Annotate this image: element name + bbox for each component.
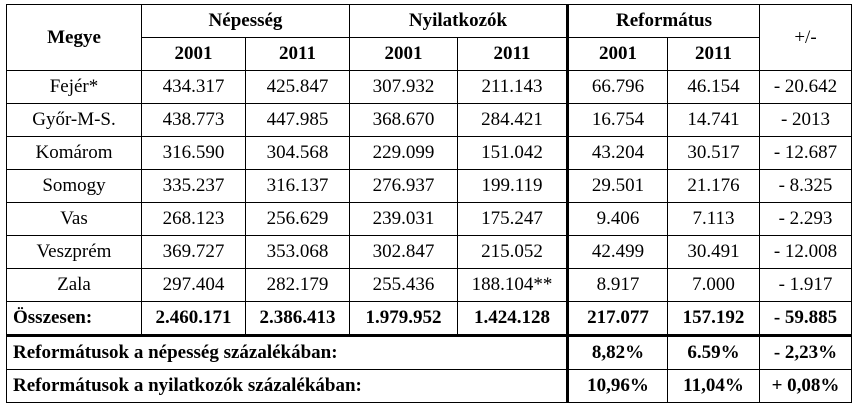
population-2011: 256.629	[245, 202, 350, 236]
population-2001: 297.404	[141, 268, 246, 302]
change-value: - 20.642	[759, 70, 852, 104]
summary-decl-ref-2001: 10,96%	[566, 369, 668, 403]
header-megye: Megye	[6, 4, 142, 71]
declarants-2011: 284.421	[457, 103, 568, 137]
reformed-2001: 66.796	[566, 70, 668, 104]
change-value: - 12.687	[759, 136, 852, 170]
county-name: Somogy	[6, 169, 142, 203]
table-container: Megye Népesség Nyilatkozók Református +/…	[6, 4, 852, 403]
reformed-2011: 7.113	[667, 202, 760, 236]
header-nepesseg: Népesség	[141, 4, 350, 38]
population-2001: 434.317	[141, 70, 246, 104]
table-row: Győr-M-S. 438.773 447.985 368.670 284.421 16.…	[6, 103, 852, 137]
header-ref-2001: 2001	[566, 37, 668, 71]
table-row: Vas 268.123 256.629 239.031 175.247 9.406 7.11…	[6, 202, 852, 236]
declarants-2011: 175.247	[457, 202, 568, 236]
summary-pop-diff: - 2,23%	[759, 334, 852, 370]
table-row: Somogy 335.237 316.137 276.937 199.119 29.501…	[6, 169, 852, 203]
header-pop-2001: 2001	[141, 37, 246, 71]
reformed-2001: 8.917	[566, 268, 668, 302]
reformed-2001: 29.501	[566, 169, 668, 203]
reformed-2011: 30.491	[667, 235, 760, 269]
population-2001: 268.123	[141, 202, 246, 236]
county-name: Veszprém	[6, 235, 142, 269]
header-reformatus: Református	[566, 4, 760, 38]
reformed-2011: 7.000	[667, 268, 760, 302]
declarants-2001: 276.937	[349, 169, 458, 203]
reformed-2011: 46.154	[667, 70, 760, 104]
declarants-2011: 151.042	[457, 136, 568, 170]
declarants-2001: 255.436	[349, 268, 458, 302]
total-decl-2001: 1.979.952	[349, 301, 458, 336]
declarants-2001: 307.932	[349, 70, 458, 104]
declarants-2011: 211.143	[457, 70, 568, 104]
summary-pop-label: Reformátusok a népesség százalékában:	[6, 334, 568, 370]
change-value: - 8.325	[759, 169, 852, 203]
population-2001: 316.590	[141, 136, 246, 170]
table-row: Zala 297.404 282.179 255.436 188.104** 8.917 7…	[6, 268, 852, 302]
change-value: - 1.917	[759, 268, 852, 302]
population-2011: 304.568	[245, 136, 350, 170]
total-decl-2011: 1.424.128	[457, 301, 568, 336]
table-row: Komárom 316.590 304.568 229.099 151.042 43.20…	[6, 136, 852, 170]
declarants-2011: 215.052	[457, 235, 568, 269]
population-2011: 282.179	[245, 268, 350, 302]
reformed-2011: 21.176	[667, 169, 760, 203]
population-2001: 438.773	[141, 103, 246, 137]
county-name: Fejér*	[6, 70, 142, 104]
reformed-2001: 16.754	[566, 103, 668, 137]
population-2001: 335.237	[141, 169, 246, 203]
header-decl-2001: 2001	[349, 37, 458, 71]
summary-pop-ref-2001: 8,82%	[566, 334, 668, 370]
declarants-2001: 239.031	[349, 202, 458, 236]
declarants-2011: 188.104**	[457, 268, 568, 302]
reformed-2011: 14.741	[667, 103, 760, 137]
reformed-2001: 42.499	[566, 235, 668, 269]
total-pop-2011: 2.386.413	[245, 301, 350, 336]
table-row: Veszprém 369.727 353.068 302.847 215.052 42.4…	[6, 235, 852, 269]
summary-pop-ref-2011: 6.59%	[667, 334, 760, 370]
reformed-population-table: Megye Népesség Nyilatkozók Református +/…	[6, 4, 852, 403]
total-pop-2001: 2.460.171	[141, 301, 246, 336]
declarants-2001: 302.847	[349, 235, 458, 269]
total-diff: - 59.885	[759, 301, 852, 336]
summary-decl-ref-2011: 11,04%	[667, 369, 760, 403]
declarants-2001: 368.670	[349, 103, 458, 137]
population-2011: 316.137	[245, 169, 350, 203]
header-decl-2011: 2011	[457, 37, 568, 71]
table-row: Fejér* 434.317 425.847 307.932 211.143 66.796…	[6, 70, 852, 104]
county-name: Zala	[6, 268, 142, 302]
reformed-2011: 30.517	[667, 136, 760, 170]
header-pop-2011: 2011	[245, 37, 350, 71]
header-ref-2011: 2011	[667, 37, 760, 71]
population-2011: 425.847	[245, 70, 350, 104]
declarants-2001: 229.099	[349, 136, 458, 170]
summary-decl-label: Reformátusok a nyilatkozók százalékában:	[6, 369, 568, 403]
county-name: Győr-M-S.	[6, 103, 142, 137]
total-label: Összesen:	[6, 301, 142, 336]
change-value: - 12.008	[759, 235, 852, 269]
change-value: - 2013	[759, 103, 852, 137]
header-nyilatkozok: Nyilatkozók	[349, 4, 568, 38]
summary-decl-diff: + 0,08%	[759, 369, 852, 403]
population-2011: 353.068	[245, 235, 350, 269]
total-ref-2011: 157.192	[667, 301, 760, 336]
county-name: Vas	[6, 202, 142, 236]
header-change: +/-	[759, 4, 852, 71]
total-ref-2001: 217.077	[566, 301, 668, 336]
declarants-2011: 199.119	[457, 169, 568, 203]
reformed-2001: 43.204	[566, 136, 668, 170]
county-name: Komárom	[6, 136, 142, 170]
change-value: - 2.293	[759, 202, 852, 236]
reformed-2001: 9.406	[566, 202, 668, 236]
population-2011: 447.985	[245, 103, 350, 137]
population-2001: 369.727	[141, 235, 246, 269]
